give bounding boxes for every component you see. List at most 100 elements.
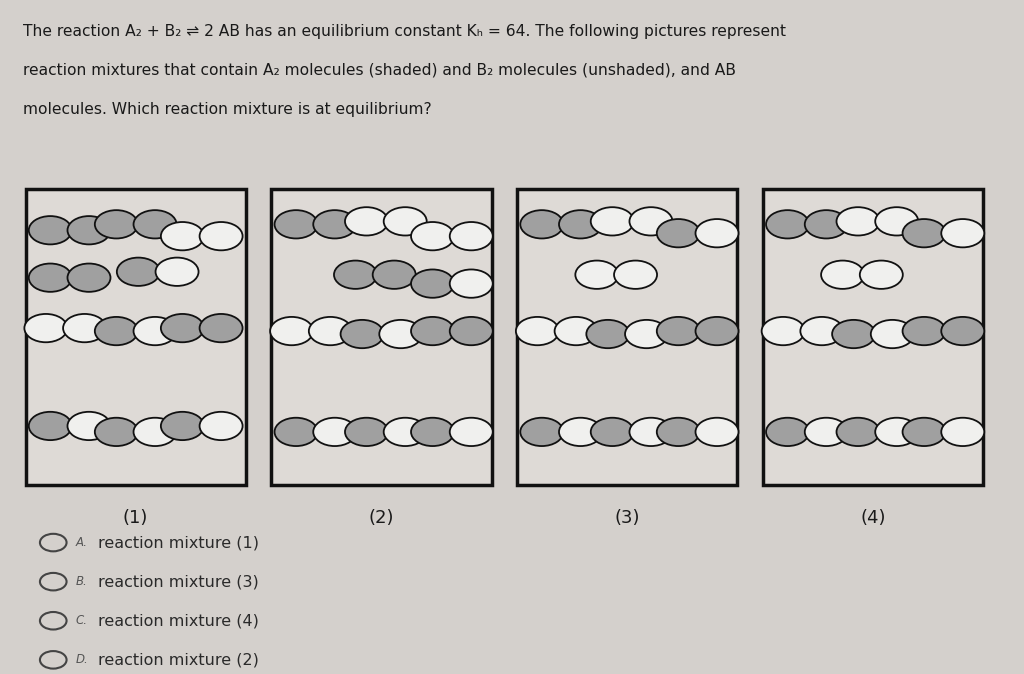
Circle shape (625, 320, 668, 348)
Circle shape (801, 317, 844, 345)
Circle shape (450, 270, 493, 298)
Circle shape (29, 216, 72, 245)
Circle shape (411, 317, 454, 345)
Circle shape (68, 264, 111, 292)
Circle shape (373, 261, 416, 289)
Circle shape (766, 210, 809, 239)
Text: B.: B. (76, 575, 87, 588)
Circle shape (902, 219, 945, 247)
Circle shape (614, 261, 657, 289)
Circle shape (941, 219, 984, 247)
Circle shape (630, 207, 673, 235)
Circle shape (40, 651, 67, 669)
Circle shape (200, 222, 243, 250)
Circle shape (63, 314, 106, 342)
Circle shape (133, 317, 176, 345)
Circle shape (837, 418, 880, 446)
Circle shape (200, 314, 243, 342)
Circle shape (821, 261, 864, 289)
Circle shape (902, 317, 945, 345)
Circle shape (40, 534, 67, 551)
Circle shape (95, 418, 138, 446)
Circle shape (309, 317, 352, 345)
Text: reaction mixture (1): reaction mixture (1) (98, 535, 259, 550)
Text: A.: A. (76, 536, 88, 549)
Circle shape (117, 257, 160, 286)
Circle shape (656, 219, 699, 247)
Circle shape (450, 418, 493, 446)
Circle shape (313, 418, 356, 446)
Circle shape (695, 317, 738, 345)
Circle shape (516, 317, 559, 345)
Circle shape (941, 418, 984, 446)
Circle shape (334, 261, 377, 289)
Text: The reaction A₂ + B₂ ⇌ 2 AB has an equilibrium constant Kₕ = 64. The following p: The reaction A₂ + B₂ ⇌ 2 AB has an equil… (23, 24, 785, 38)
Circle shape (161, 314, 204, 342)
FancyBboxPatch shape (517, 189, 737, 485)
Circle shape (805, 418, 848, 446)
Circle shape (450, 317, 493, 345)
Circle shape (345, 207, 388, 235)
Text: D.: D. (76, 653, 88, 667)
Circle shape (870, 320, 913, 348)
FancyBboxPatch shape (26, 189, 246, 485)
Circle shape (384, 207, 427, 235)
Circle shape (270, 317, 313, 345)
Text: (4): (4) (860, 509, 886, 527)
Text: reaction mixture (4): reaction mixture (4) (98, 613, 259, 628)
Circle shape (941, 317, 984, 345)
Circle shape (656, 317, 699, 345)
Circle shape (29, 264, 72, 292)
Circle shape (133, 210, 176, 239)
FancyBboxPatch shape (763, 189, 983, 485)
Text: reaction mixtures that contain A₂ molecules (shaded) and B₂ molecules (unshaded): reaction mixtures that contain A₂ molecu… (23, 63, 735, 78)
Circle shape (40, 573, 67, 590)
Circle shape (313, 210, 356, 239)
Circle shape (133, 418, 176, 446)
Text: C.: C. (76, 614, 88, 627)
Circle shape (559, 418, 602, 446)
Circle shape (587, 320, 630, 348)
Circle shape (766, 418, 809, 446)
Circle shape (762, 317, 805, 345)
Text: reaction mixture (3): reaction mixture (3) (98, 574, 259, 589)
Circle shape (450, 222, 493, 250)
Text: (3): (3) (614, 509, 640, 527)
Text: (1): (1) (123, 509, 148, 527)
Circle shape (559, 210, 602, 239)
Circle shape (379, 320, 422, 348)
Circle shape (695, 219, 738, 247)
Circle shape (345, 418, 388, 446)
Circle shape (876, 418, 919, 446)
Circle shape (68, 216, 111, 245)
Circle shape (274, 418, 317, 446)
Circle shape (411, 418, 454, 446)
Circle shape (630, 418, 673, 446)
Circle shape (68, 412, 111, 440)
Circle shape (860, 261, 903, 289)
Circle shape (695, 418, 738, 446)
Circle shape (902, 418, 945, 446)
Text: reaction mixture (2): reaction mixture (2) (98, 652, 259, 667)
Circle shape (29, 412, 72, 440)
Circle shape (95, 317, 138, 345)
Circle shape (591, 207, 634, 235)
Circle shape (161, 412, 204, 440)
Circle shape (837, 207, 880, 235)
Circle shape (341, 320, 384, 348)
Circle shape (200, 412, 243, 440)
Circle shape (95, 210, 138, 239)
Circle shape (520, 418, 563, 446)
Circle shape (161, 222, 204, 250)
Circle shape (876, 207, 919, 235)
Circle shape (25, 314, 68, 342)
Circle shape (384, 418, 427, 446)
Circle shape (274, 210, 317, 239)
Circle shape (575, 261, 618, 289)
Circle shape (411, 222, 454, 250)
Circle shape (805, 210, 848, 239)
Circle shape (591, 418, 634, 446)
Circle shape (411, 270, 454, 298)
Circle shape (40, 612, 67, 630)
Circle shape (656, 418, 699, 446)
